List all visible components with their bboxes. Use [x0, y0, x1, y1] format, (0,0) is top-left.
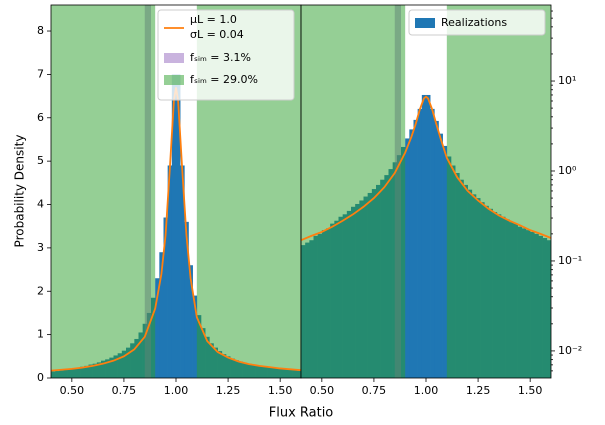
legend-label: Realizations [441, 16, 507, 29]
region [51, 5, 156, 378]
y-tick-label: 8 [37, 24, 44, 37]
legend-box [408, 9, 546, 36]
bar [413, 119, 418, 378]
x-tick-label: 1.50 [518, 384, 543, 397]
x-tick-label: 0.50 [310, 384, 335, 397]
y-tick-label: 3 [37, 241, 44, 254]
legend: Realizations [408, 9, 546, 36]
legend-label: fₛᵢₘ = 29.0% [190, 73, 258, 86]
bar [438, 133, 443, 378]
y-tick-label: 4 [37, 198, 44, 211]
bar [163, 217, 168, 378]
bar [426, 94, 431, 378]
bar [188, 265, 193, 378]
bar [184, 221, 189, 378]
bar [417, 108, 423, 378]
x-tick-label: 1.00 [414, 384, 439, 397]
y-tick-label: 2 [37, 284, 44, 297]
x-tick-label: 0.50 [60, 384, 85, 397]
y-tick-label: 5 [37, 154, 44, 167]
y-tick-label: 10⁻¹ [558, 254, 582, 267]
bar [434, 120, 439, 378]
x-tick-label: 1.25 [216, 384, 241, 397]
bar [430, 108, 435, 378]
y-tick-label: 0 [37, 371, 44, 384]
bar [405, 138, 410, 378]
legend-swatch [415, 18, 435, 28]
y-tick-label: 10⁰ [558, 164, 577, 177]
x-tick-label: 0.75 [112, 384, 137, 397]
legend-swatch [164, 75, 184, 85]
x-tick-label: 0.75 [362, 384, 387, 397]
bar [192, 295, 198, 378]
bar [421, 94, 427, 378]
y-tick-label: 6 [37, 111, 44, 124]
legend-label: fₛᵢₘ = 3.1% [190, 51, 251, 64]
region [301, 5, 406, 378]
y-tick-label: 7 [37, 67, 44, 80]
bar [409, 129, 414, 378]
bar [159, 252, 164, 378]
model-curve [301, 95, 551, 242]
region [446, 5, 551, 378]
x-tick-label: 1.50 [268, 384, 293, 397]
bar [176, 74, 181, 378]
legend: μL = 1.0 σL = 0.04 fₛᵢₘ = 3.1% fₛᵢₘ = 29.0% [157, 9, 295, 101]
y-tick-label: 1 [37, 328, 44, 341]
bar [155, 278, 160, 378]
bar [442, 145, 448, 378]
legend-label: σL = 0.04 [190, 28, 244, 41]
bar [180, 165, 185, 378]
y-tick-label: 10⁻² [558, 344, 582, 357]
legend-label: μL = 1.0 [190, 13, 237, 26]
y-axis-label: Probability Density [13, 135, 27, 248]
y-tick-label: 10¹ [558, 74, 576, 87]
legend-box [157, 9, 295, 101]
bar [167, 165, 173, 378]
x-axis-label: Flux Ratio [269, 406, 334, 421]
panel [301, 5, 551, 378]
x-tick-label: 1.25 [466, 384, 491, 397]
legend-swatch [164, 53, 184, 63]
x-tick-label: 1.00 [164, 384, 189, 397]
bar [171, 74, 177, 378]
